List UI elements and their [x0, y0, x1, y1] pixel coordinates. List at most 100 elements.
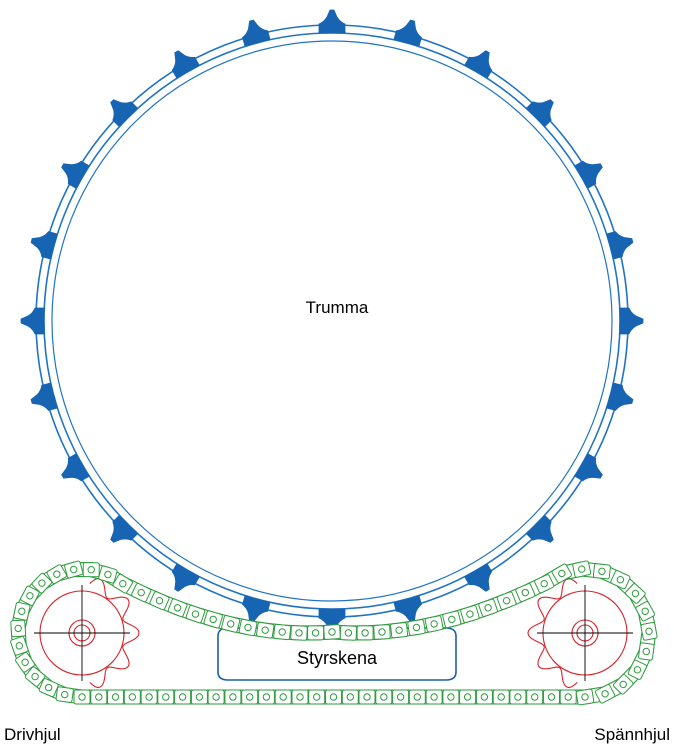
drum: [20, 9, 644, 633]
chain-link: [627, 659, 648, 680]
chain-link: [442, 689, 460, 705]
chain-link: [635, 601, 655, 622]
drum-tooth: [61, 453, 90, 482]
chain-roller: [412, 623, 421, 632]
chain-link: [64, 560, 84, 579]
chain-roller: [244, 623, 252, 632]
chain-roller: [26, 592, 34, 600]
chain-roller: [642, 647, 650, 656]
chain-roller: [313, 693, 321, 701]
chain-roller: [278, 628, 286, 636]
chain-link: [390, 622, 409, 639]
chain-link: [551, 563, 573, 584]
sprocket-teeth: [89, 578, 140, 688]
chain-roller: [245, 693, 254, 701]
chain-link: [492, 689, 510, 705]
chain-link: [241, 689, 259, 705]
drum-tooth: [464, 563, 493, 592]
chain-roller: [95, 693, 103, 701]
drum-tooth: [318, 9, 346, 34]
chain-roller: [261, 626, 269, 634]
chain-link: [392, 689, 410, 705]
chain-link: [257, 689, 275, 705]
chain-link: [478, 598, 498, 617]
chain-roller: [430, 620, 438, 628]
drum-tooth: [171, 563, 200, 592]
chain-roller: [466, 610, 474, 618]
chain-roller: [447, 693, 455, 701]
chain-roller: [547, 693, 556, 701]
chain-roller: [558, 569, 566, 578]
chain-roller: [631, 589, 640, 598]
chain-roller: [484, 604, 492, 612]
chain-roller: [396, 693, 405, 701]
chain-link: [290, 625, 308, 641]
chain-link: [167, 598, 188, 618]
chain-roller: [413, 693, 421, 701]
chain-roller: [361, 629, 369, 637]
chain-link: [255, 621, 275, 639]
chain-link: [460, 605, 480, 624]
chain-roller: [380, 693, 388, 701]
chain-roller: [21, 658, 29, 666]
chain-link: [46, 564, 68, 585]
chain-roller: [155, 597, 164, 605]
drum-tooth: [574, 453, 603, 482]
chain-roller: [178, 693, 187, 701]
chain-link: [526, 689, 544, 705]
drum-tooth: [242, 19, 271, 47]
chain-roller: [601, 690, 609, 698]
chain-roller: [119, 580, 127, 588]
chain-link: [424, 615, 444, 633]
drum-tooth: [464, 50, 493, 79]
chain-roller: [137, 588, 145, 597]
chain-link: [224, 689, 242, 705]
chain-roller: [279, 693, 287, 701]
chain-link: [475, 689, 493, 705]
chain-link: [10, 619, 27, 638]
chain-link: [325, 689, 342, 705]
chain-link: [123, 689, 141, 705]
chain-link: [572, 560, 592, 578]
chain-roller: [104, 570, 112, 579]
chain-roller: [18, 607, 26, 615]
chain-roller: [15, 642, 23, 650]
chain-link: [375, 689, 393, 705]
chain-link: [13, 601, 31, 621]
chain-link: [73, 689, 91, 705]
chain-link: [592, 563, 611, 580]
chain-link: [24, 666, 46, 687]
chain-roller: [497, 693, 505, 701]
chain-link: [131, 582, 152, 603]
tension-wheel-label: Spännhjul: [594, 725, 670, 744]
chain-roller: [195, 693, 204, 701]
chain-roller: [598, 567, 606, 575]
roller-chain: [10, 560, 658, 706]
chain-roller: [229, 693, 237, 701]
drum-tooth: [525, 514, 554, 543]
chain-roller: [616, 576, 625, 584]
chain-link: [38, 678, 59, 698]
chain-link: [190, 689, 208, 705]
chain-link: [496, 591, 517, 611]
drum-tooth: [20, 307, 45, 335]
chain-link: [140, 689, 158, 705]
chain-roller: [480, 693, 489, 701]
chain-roller: [564, 693, 572, 701]
chain-roller: [296, 693, 304, 701]
chain-roller: [311, 629, 320, 637]
drum-tooth: [606, 231, 634, 260]
drum-tooth: [171, 50, 200, 79]
chain-link: [594, 684, 616, 704]
tension-sprocket: [527, 578, 633, 688]
chain-link: [238, 618, 258, 637]
chain-link: [559, 689, 577, 705]
chain-roller: [78, 693, 86, 701]
chain-link: [610, 570, 631, 590]
chain-roller: [531, 693, 539, 701]
chain-roller: [45, 683, 53, 692]
chain-link: [373, 624, 391, 640]
drum-tooth: [110, 99, 139, 128]
chain-roller: [173, 604, 182, 612]
drum-tooth: [30, 382, 58, 411]
